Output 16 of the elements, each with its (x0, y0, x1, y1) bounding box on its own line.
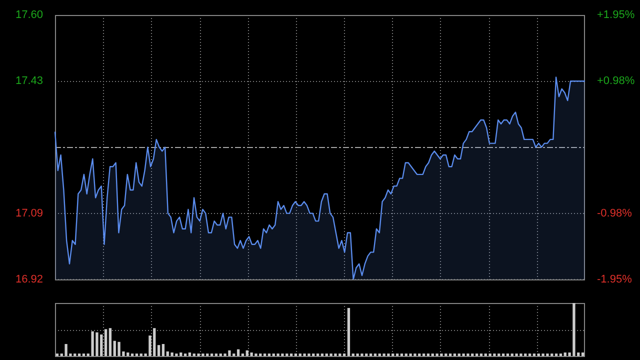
bar (581, 352, 584, 356)
bar (104, 329, 108, 356)
bar (157, 345, 160, 356)
bar (236, 349, 240, 356)
y-tick-label: 17.43 (15, 75, 43, 88)
bar (108, 328, 112, 356)
y2-tick-label: -1.95% (597, 273, 632, 286)
y-tick-label: 17.60 (15, 9, 43, 22)
bar (162, 344, 165, 356)
y-tick-label: 16.92 (15, 273, 43, 286)
bar (347, 308, 350, 356)
y2-tick-label: -0.98% (597, 208, 632, 220)
y2-tick-label: +1.95% (597, 9, 635, 22)
bar (188, 352, 192, 356)
y2-tick-label: +0.98% (597, 74, 635, 87)
y-tick-label: 17.09 (15, 207, 43, 220)
